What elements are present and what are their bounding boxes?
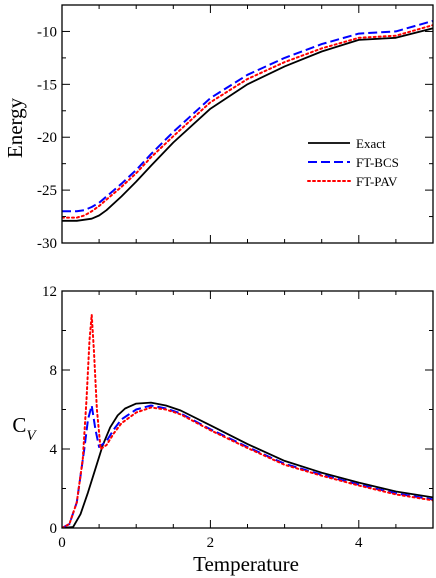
energy-series-ft-pav [62, 24, 433, 219]
cv-plot-frame [61, 290, 434, 529]
cv-xtick-label: 4 [355, 535, 363, 551]
cv-series-exact [62, 401, 433, 528]
cv-series-ft-bcs [62, 404, 433, 528]
cv-ytick-label: 0 [50, 521, 58, 537]
energy-ytick-label: -30 [37, 236, 57, 252]
legend-label-exact: Exact [356, 136, 386, 151]
cv-xtick-label: 2 [207, 535, 215, 551]
legend-label-ft-bcs: FT-BCS [356, 155, 399, 170]
temperature-axis-label: Temperature [193, 552, 299, 576]
heat-capacity-panel: 0 2 4 0 4 8 12 [42, 284, 434, 551]
cv-xtick-label: 0 [58, 535, 66, 551]
energy-ytick-label: -15 [37, 77, 57, 93]
cv-ytick-label: 8 [50, 363, 58, 379]
legend: Exact FT-BCS FT-PAV [307, 136, 399, 189]
energy-ytick-label: -10 [37, 24, 57, 40]
cv-axis-label: CV [12, 413, 37, 444]
legend-label-ft-pav: FT-PAV [356, 174, 398, 189]
energy-plot-frame [61, 4, 434, 244]
energy-panel: -30 -25 -20 -15 -10 Exact FT-BCS FT-PAV [37, 4, 434, 252]
cv-subscript: V [26, 428, 37, 444]
energy-ytick-label: -25 [37, 183, 57, 199]
energy-series-group [62, 19, 433, 222]
energy-series-ft-bcs [62, 19, 433, 213]
energy-series-exact [62, 27, 433, 222]
cv-ytick-label: 4 [50, 442, 58, 458]
cv-series-ft-pav [62, 313, 433, 528]
cv-series-group [62, 313, 433, 528]
cv-ytick-label: 12 [42, 284, 57, 300]
energy-ytick-label: -20 [37, 130, 57, 146]
energy-axis-label: Energy [3, 97, 27, 158]
